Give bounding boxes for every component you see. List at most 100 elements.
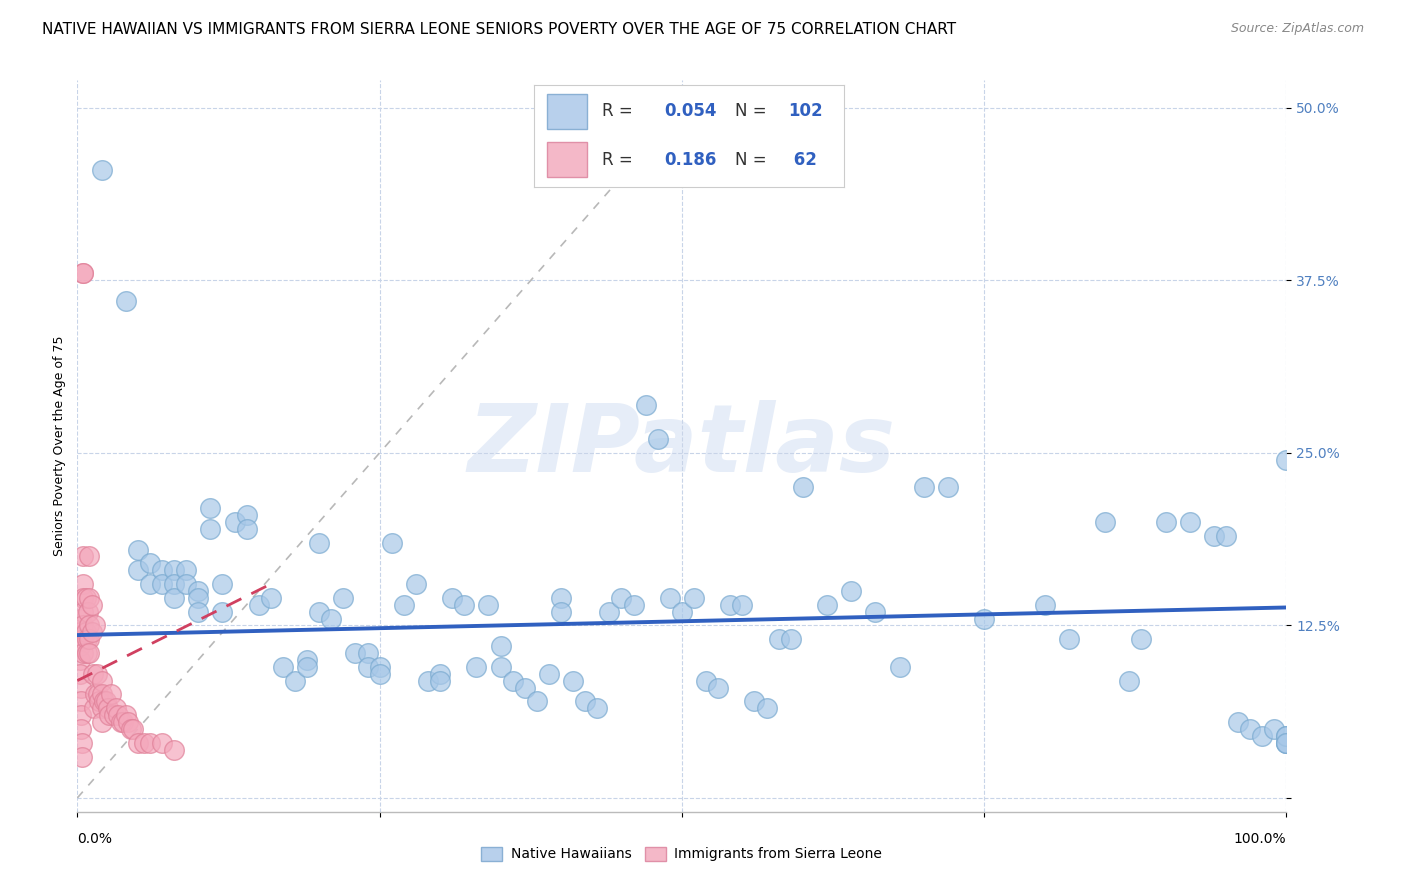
Point bbox=[381, 535, 404, 549]
Point bbox=[86, 666, 108, 681]
Point bbox=[647, 432, 669, 446]
Point bbox=[1094, 515, 1116, 529]
Point bbox=[90, 673, 112, 688]
Point bbox=[429, 673, 451, 688]
Point bbox=[72, 591, 94, 605]
Point bbox=[211, 605, 233, 619]
Point bbox=[69, 653, 91, 667]
Text: R =: R = bbox=[602, 103, 633, 120]
Point bbox=[526, 694, 548, 708]
Point bbox=[260, 591, 283, 605]
Point bbox=[284, 673, 307, 688]
Point bbox=[103, 708, 125, 723]
Y-axis label: Seniors Poverty Over the Age of 75: Seniors Poverty Over the Age of 75 bbox=[53, 335, 66, 557]
Point bbox=[187, 583, 209, 598]
Point bbox=[87, 687, 110, 701]
Point bbox=[200, 522, 222, 536]
Point bbox=[610, 591, 633, 605]
Point bbox=[87, 694, 110, 708]
Point bbox=[211, 577, 233, 591]
Point bbox=[90, 714, 112, 729]
Point bbox=[235, 508, 257, 522]
Point bbox=[93, 694, 115, 708]
Point bbox=[70, 681, 93, 695]
Text: Source: ZipAtlas.com: Source: ZipAtlas.com bbox=[1230, 22, 1364, 36]
Point bbox=[187, 605, 209, 619]
Point bbox=[295, 653, 318, 667]
Point bbox=[1154, 515, 1177, 529]
Point bbox=[174, 563, 197, 577]
Point bbox=[1275, 729, 1298, 743]
Point bbox=[97, 708, 120, 723]
Text: 0.186: 0.186 bbox=[664, 151, 717, 169]
Point bbox=[114, 708, 136, 723]
Point bbox=[936, 480, 959, 494]
Point bbox=[792, 480, 814, 494]
Point bbox=[562, 673, 585, 688]
Point bbox=[574, 694, 596, 708]
Point bbox=[356, 646, 378, 660]
Point bbox=[658, 591, 681, 605]
Point bbox=[416, 673, 439, 688]
Point bbox=[79, 632, 101, 647]
Text: 100.0%: 100.0% bbox=[1234, 832, 1286, 846]
Point bbox=[72, 605, 94, 619]
Point bbox=[1263, 722, 1285, 736]
Point bbox=[150, 577, 173, 591]
Point bbox=[70, 749, 93, 764]
Point bbox=[683, 591, 706, 605]
Point bbox=[224, 515, 246, 529]
Point bbox=[79, 646, 101, 660]
Point bbox=[1227, 714, 1250, 729]
Point bbox=[84, 687, 107, 701]
Point bbox=[768, 632, 790, 647]
Point bbox=[718, 598, 741, 612]
Point bbox=[1275, 736, 1298, 750]
Point bbox=[295, 660, 318, 674]
Point bbox=[1178, 515, 1201, 529]
Point bbox=[70, 694, 93, 708]
Point bbox=[107, 708, 129, 723]
Point bbox=[392, 598, 415, 612]
Point bbox=[163, 742, 186, 756]
Point bbox=[1130, 632, 1153, 647]
Point bbox=[127, 542, 149, 557]
Point bbox=[139, 736, 162, 750]
Point bbox=[105, 701, 128, 715]
Point bbox=[235, 522, 257, 536]
Point bbox=[889, 660, 911, 674]
Point bbox=[90, 163, 112, 178]
Point bbox=[76, 646, 98, 660]
Point bbox=[332, 591, 354, 605]
Point bbox=[429, 666, 451, 681]
Point bbox=[150, 563, 173, 577]
Point bbox=[69, 625, 91, 640]
Point bbox=[502, 673, 524, 688]
Point bbox=[308, 535, 330, 549]
Point bbox=[75, 625, 97, 640]
Legend: Native Hawaiians, Immigrants from Sierra Leone: Native Hawaiians, Immigrants from Sierra… bbox=[475, 841, 889, 867]
Point bbox=[76, 632, 98, 647]
Point bbox=[453, 598, 475, 612]
Point bbox=[72, 618, 94, 632]
Point bbox=[973, 611, 995, 625]
Point bbox=[1118, 673, 1140, 688]
Point bbox=[132, 736, 155, 750]
Point bbox=[865, 605, 887, 619]
Point bbox=[623, 598, 645, 612]
Point bbox=[139, 557, 162, 571]
Text: N =: N = bbox=[735, 151, 766, 169]
Point bbox=[1275, 452, 1298, 467]
Point bbox=[1215, 529, 1237, 543]
Text: N =: N = bbox=[735, 103, 766, 120]
Point bbox=[163, 577, 186, 591]
Point bbox=[200, 501, 222, 516]
Point bbox=[1251, 729, 1274, 743]
Point bbox=[75, 591, 97, 605]
Point bbox=[112, 714, 135, 729]
Point bbox=[707, 681, 730, 695]
Text: 62: 62 bbox=[787, 151, 817, 169]
Point bbox=[163, 563, 186, 577]
Point bbox=[550, 605, 572, 619]
Point bbox=[79, 549, 101, 564]
